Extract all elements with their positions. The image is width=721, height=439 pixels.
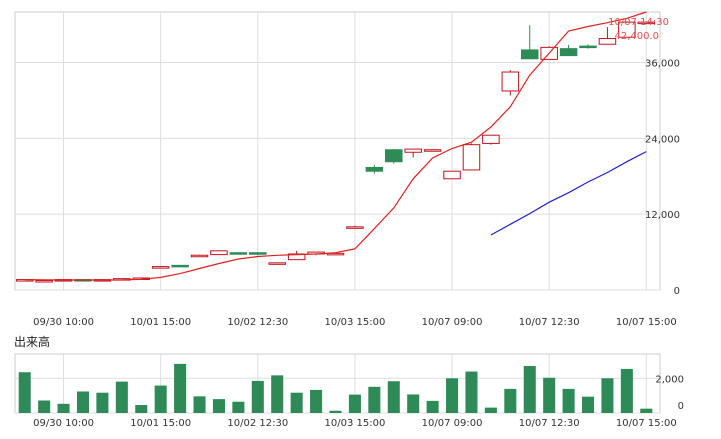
volume-bar [484,407,497,413]
volume-bar [620,368,633,413]
volume-x-tick-label: 10/07 12:30 [519,418,580,429]
volume-bar [96,392,109,413]
last-price-value: 42,400.0 [614,31,659,42]
volume-bar [329,410,342,413]
volume-x-tick-label: 09/30 10:00 [33,418,94,429]
candle-body-down [229,252,248,255]
volume-x-tick-label: 10/01 15:00 [130,418,191,429]
volume-bar [368,386,381,413]
volume-bar [601,378,614,413]
price-y-tick-label: 12,000 [645,210,680,221]
price-y-tick-label: 36,000 [645,59,680,70]
volume-bar [523,365,536,413]
volume-bar [115,381,128,413]
price-x-tick-label: 10/02 12:30 [227,317,288,328]
volume-bar [446,378,459,413]
volume-bar [154,385,167,413]
candle-body-down [559,48,578,57]
candle-body-up [35,280,53,283]
volume-bar [271,375,284,413]
volume-bar [465,371,478,413]
volume-x-tick-label: 10/02 12:30 [227,418,288,429]
volume-bar [310,389,323,413]
candle-body-up [210,250,228,256]
candle-body-up [404,148,422,153]
volume-bars [18,363,653,413]
volume-bar [543,377,556,413]
price-x-tick-label: 10/03 15:00 [325,317,386,328]
last-price-time: 10/07 14:30 [608,17,669,28]
price-x-tick-label: 10/07 12:30 [519,317,580,328]
candle-body-up [423,149,442,152]
price-x-tick-label: 09/30 10:00 [33,317,94,328]
price-x-tick-label: 10/07 09:00 [422,317,483,328]
volume-bar [193,396,206,413]
volume-bar [581,396,595,413]
price-y-tick-label: 0 [674,286,680,297]
volume-bar [251,380,264,413]
volume-bar [640,408,653,413]
candle-body-down [365,166,384,172]
candle-body-down [249,252,267,255]
candle-body-down [579,45,597,49]
candle-body-up [346,226,364,229]
volume-x-tick-label: 10/07 09:00 [422,418,483,429]
volume-bar [348,394,361,413]
volume-bar [290,392,303,413]
candle-body-up [462,144,481,171]
volume-y-axis: 0 2,000 [655,374,684,412]
candle-body-up [190,254,209,258]
volume-x-tick-label: 10/07 15:00 [616,418,677,429]
candle-body-up [151,266,170,269]
volume-bar [18,372,31,413]
volume-bar [426,400,439,413]
candle-body-up [501,71,520,92]
candle-body-up [326,252,345,256]
volume-x-axis: 09/30 10:00 10/01 15:00 10/02 12:30 10/03 1… [33,418,677,429]
volume-bar [38,400,51,413]
volume-bar [387,381,400,413]
price-chart-panel: 0 12,000 24,000 36,000 09/30 10:00 10/01 15:… [14,11,680,328]
price-y-tick-label: 24,000 [645,134,680,145]
volume-x-tick-label: 10/03 15:00 [325,418,386,429]
volume-bar [504,388,517,413]
volume-bar [174,363,187,413]
volume-bar [232,401,245,413]
volume-bar [562,388,575,413]
price-y-axis: 0 12,000 24,000 36,000 [645,59,680,297]
volume-y-tick-label: 2,000 [655,374,684,385]
candle-body-up [618,21,636,38]
volume-panel-title: 出来高 [14,334,50,349]
candle-body-down [385,149,403,163]
candle-body-up [443,170,461,180]
candle-body-down [520,49,539,60]
candle-body-down [171,264,189,268]
volume-y-tick-label: 0 [678,401,684,412]
candle-body-up [637,21,656,25]
volume-chart-panel: 出来高 0 2,000 09/30 10:00 10/01 15:00 10/02 1… [14,334,684,429]
price-x-axis: 09/30 10:00 10/01 15:00 10/02 12:30 10/03 1… [33,317,677,328]
volume-bar [212,399,225,413]
moving-average-short-line [24,11,647,281]
price-x-tick-label: 10/07 15:00 [616,317,677,328]
candle-body-up [287,253,306,261]
candle-body-up [482,134,500,144]
volume-bar [407,394,420,413]
price-x-tick-label: 10/01 15:00 [130,317,191,328]
volume-bar [135,405,148,413]
volume-bar [57,403,70,413]
candle-body-up [598,38,617,45]
volume-bar [76,391,90,413]
candle-body-up [268,262,286,265]
moving-average-long-line [490,151,647,236]
